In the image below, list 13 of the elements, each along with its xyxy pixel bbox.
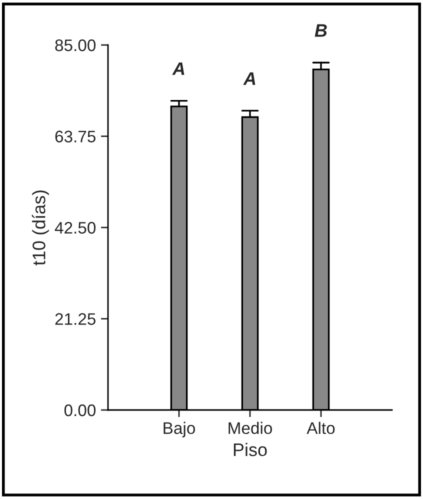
x-axis-title: Piso [234,442,267,456]
y-tick-label: 0.00 [64,404,96,416]
y-tick-label: 85.00 [55,39,96,52]
annotation: A [172,62,184,75]
x-tick-label: Medio [228,422,272,434]
x-tick-label: Alto [306,422,335,434]
x-tick-label: Bajo [164,422,195,438]
y-tick-label: 42.50 [54,222,96,234]
text: B [314,24,327,37]
annotation: A [243,72,256,85]
y-tick-label: 21.25 [55,313,96,325]
y-tick-label: 63.75 [55,130,96,142]
y-axis-title: t10 (días) [32,190,49,266]
